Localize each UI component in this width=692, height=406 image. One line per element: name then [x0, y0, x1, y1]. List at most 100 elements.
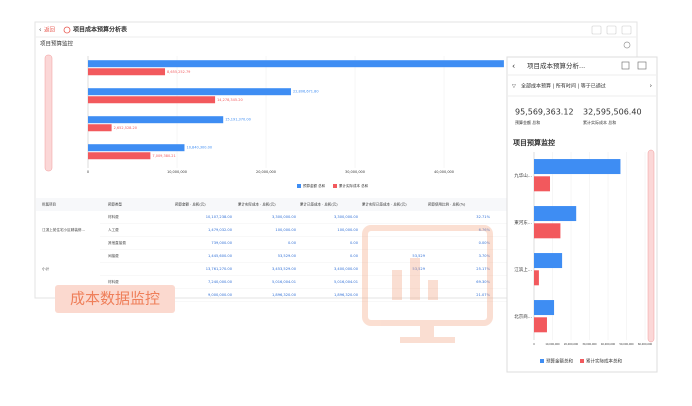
bar — [534, 206, 577, 222]
x-tick-label: 40,000,000 — [434, 170, 454, 174]
value-label: 14,278,345.20 — [217, 98, 243, 102]
bar — [534, 223, 561, 239]
table-cell: 21.07% — [476, 293, 490, 297]
table-cell: 0.00 — [288, 241, 297, 245]
value-label: 15,191,370.00 — [225, 118, 251, 122]
column-header: 预算使用比例 · 总和(%) — [428, 202, 466, 207]
legend-label: 预算金额 总和 — [303, 183, 326, 188]
range-slider[interactable] — [44, 54, 53, 172]
filter-icon[interactable] — [606, 25, 617, 35]
bar — [534, 176, 551, 192]
table-cell: 0.00 — [350, 241, 359, 245]
table-cell: 5,016,004.01 — [272, 280, 296, 284]
list-icon[interactable] — [621, 61, 630, 70]
table-cell: 江滨上苑住宅小区精装修... — [42, 227, 85, 232]
mobile-panel — [506, 56, 658, 373]
table-cell: 1,896,320.00 — [272, 293, 297, 297]
header-icon[interactable] — [591, 25, 602, 35]
bar — [88, 124, 112, 132]
badge-text: 成本数据监控 — [70, 290, 160, 308]
value-label: 8,655,252.79 — [167, 70, 190, 74]
table-cell: 10,107,238.00 — [206, 215, 233, 219]
table-cell: 53,529 — [412, 254, 425, 258]
table-cell: 3,300,000.00 — [334, 215, 359, 219]
mobile-chart: 0 10,000,000 20,000,000 30,000,000 40,000,00… — [514, 152, 653, 365]
kpi-value: 95,569,363.12 — [515, 108, 574, 117]
table-cell: 材料费 — [108, 214, 119, 219]
mobile-back[interactable]: ‹ — [512, 62, 515, 71]
category-label: 九华山... — [514, 172, 532, 179]
mobile-filter: 全部成本预算 | 所有时间 | 等于已通过 — [521, 83, 606, 90]
table-cell: 739,000.00 — [211, 241, 232, 245]
mobile-title: 项目成本预算分析... — [527, 61, 585, 70]
bar — [88, 88, 291, 96]
kpi-label: 预算金额 总和 — [515, 119, 540, 125]
table-cell: 5,016,004.01 — [334, 280, 358, 284]
mobile-section: 项目预算监控 — [513, 138, 555, 147]
table-cell: 3.70% — [479, 254, 491, 258]
x-tick-label: 0 — [533, 342, 535, 346]
table-header — [36, 198, 636, 211]
category-label: 東河东... — [514, 219, 532, 226]
back-button[interactable]: 返回 — [44, 27, 56, 34]
kpi-row: 95,569,363.12 预算金额 总和 32,595,506.40 累计实际成本 … — [515, 108, 642, 126]
range-slider[interactable] — [647, 149, 655, 343]
table-cell: 13,761,270.00 — [206, 267, 233, 271]
desktop-chart: 0 10,000,000 20,000,000 30,000,000 40,000,00… — [87, 56, 504, 188]
desktop-title: 项目成本预算分析表 — [73, 26, 128, 34]
table-cell: 9,000,000.00 — [208, 293, 233, 297]
table-cell: 100,000.00 — [337, 228, 358, 232]
filter-chevron[interactable]: › — [650, 83, 652, 90]
bar — [88, 144, 185, 152]
table-icon[interactable] — [637, 61, 647, 70]
table-cell: 7,240,000.00 — [208, 280, 233, 284]
bar — [534, 300, 555, 316]
bar — [88, 152, 151, 160]
x-tick-label: 30,000,000 — [582, 342, 597, 346]
x-tick-label: 40,000,000 — [601, 342, 616, 346]
x-tick-label: 10,000,000 — [167, 170, 187, 174]
column-header: 预算金额 · 总和(元) — [175, 202, 206, 207]
column-header: 累计已签成本 · 总和(元) — [300, 202, 338, 207]
table-cell: 32.71% — [476, 215, 490, 219]
filter-icon[interactable]: ▽ — [512, 84, 516, 90]
table-cell: 3,453,529.00 — [272, 267, 297, 271]
column-header: 预算类型 — [108, 202, 122, 207]
bar — [88, 96, 216, 104]
badge — [55, 285, 175, 313]
table-cell: 1,896,320.00 — [334, 293, 359, 297]
bar — [88, 68, 166, 76]
table-cell: 3,300,000.00 — [272, 215, 297, 219]
table-cell: 小计 — [42, 266, 50, 271]
table-cell: 53,529 — [412, 267, 425, 271]
legend-label: 累计实际成本总和 — [586, 358, 622, 365]
table-cell: 0.00% — [479, 241, 491, 245]
x-tick-label: 0 — [87, 170, 89, 174]
legend-swatch — [540, 359, 544, 363]
legend-label: 累计实际成本 总和 — [339, 183, 369, 188]
monitor-illustration — [362, 225, 493, 343]
data-table: 所属项目 预算类型 预算金额 · 总和(元) 累计实际成本 · 总和(元) 累计已签成本… — [36, 198, 636, 302]
table-cell: 69.30% — [476, 280, 490, 284]
kpi-value: 32,595,506.40 — [583, 108, 642, 117]
legend-swatch — [333, 184, 337, 188]
x-tick-label: 50,000,000 — [619, 342, 634, 346]
back-arrow[interactable]: ‹ — [39, 27, 41, 34]
more-icon[interactable] — [621, 25, 632, 35]
bar — [534, 270, 539, 286]
x-tick-label: 20,000,000 — [564, 342, 579, 346]
legend-swatch — [297, 184, 301, 188]
x-tick-label: 10,000,000 — [545, 342, 560, 346]
bar — [88, 116, 224, 124]
table-cell: 100,000.00 — [275, 228, 296, 232]
table-cell: 6.76% — [479, 228, 491, 232]
table-cell: 0.00 — [350, 254, 359, 258]
column-header: 所属项目 — [42, 202, 56, 207]
title-icon — [63, 26, 71, 34]
settings-icon[interactable] — [623, 41, 631, 49]
category-label: 北京商... — [514, 313, 532, 320]
table-cell: 其他直接费 — [108, 240, 126, 245]
table-cell: 人工费 — [108, 227, 119, 232]
